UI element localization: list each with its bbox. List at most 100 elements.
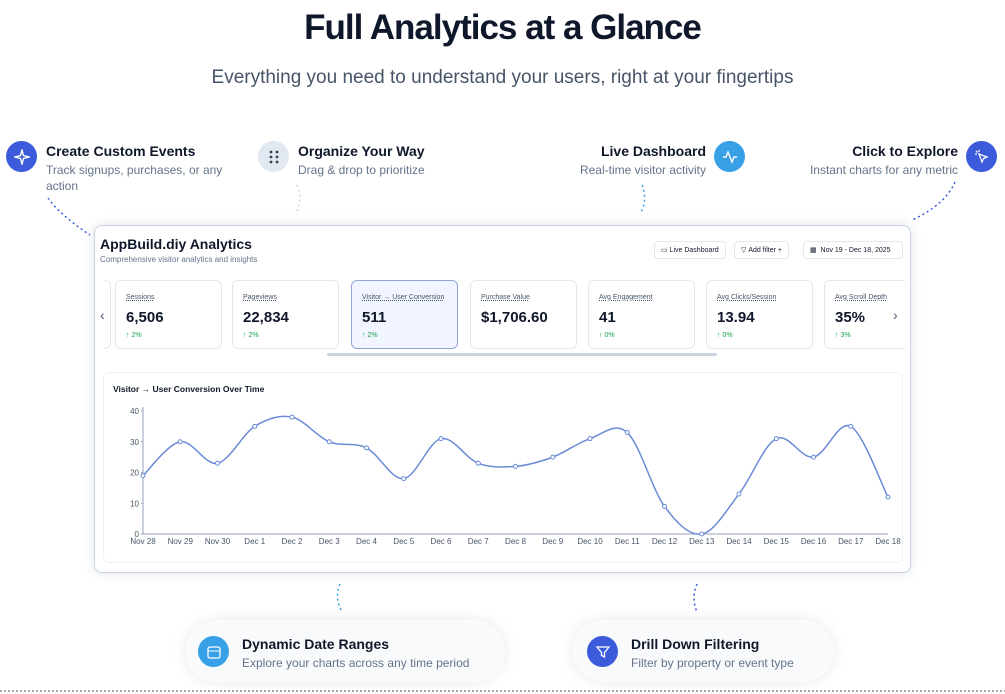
- metric-change: ↑ 2%: [243, 332, 259, 339]
- funnel: [595, 645, 610, 658]
- x-tick-label: Dec 5: [393, 537, 414, 546]
- feature-title: Create Custom Events: [46, 143, 196, 159]
- metric-value: 22,834: [243, 309, 289, 326]
- x-tick-label: Dec 18: [875, 537, 901, 546]
- data-point: [662, 503, 667, 509]
- data-point: [513, 463, 518, 469]
- title: Full Analytics at a Glance: [304, 8, 702, 47]
- data-point: [699, 531, 705, 537]
- feature: Create Custom Events Track signups, purch…: [46, 143, 246, 194]
- x-tick-label: Dec 7: [468, 537, 489, 546]
- y-tick-label: 30: [130, 438, 139, 447]
- x-tick-label: Dec 1: [244, 537, 265, 546]
- y-tick-label: 40: [130, 407, 139, 416]
- y-tick-label: 10: [130, 499, 139, 508]
- metric-card[interactable]: Visitor → User Conversion 511 ↑ 2%: [351, 280, 458, 349]
- data-point: [848, 423, 854, 429]
- x-tick-label: Dec 2: [282, 537, 303, 546]
- filter-button[interactable]: ▽ Add filter +: [734, 241, 789, 259]
- x-tick-label: Dec 11: [615, 537, 640, 546]
- data-point: [364, 445, 369, 451]
- x-tick-label: Nov 28: [130, 537, 156, 546]
- metric-change: ↑ 0%: [717, 332, 733, 339]
- chart-title: Visitor → User Conversion Over Time: [113, 384, 265, 394]
- metric-value: 35%: [835, 309, 866, 326]
- feature-pill: [185, 620, 505, 682]
- calendar: [206, 645, 221, 659]
- x-tick-label: Nov 30: [205, 537, 231, 546]
- grip: [269, 150, 278, 163]
- metric-card[interactable]: Sessions 6,506 ↑ 2%: [115, 280, 222, 349]
- data-point: [811, 454, 816, 460]
- data-point: [885, 494, 891, 500]
- sparkle: [13, 148, 30, 165]
- y-tick-label: 20: [130, 469, 139, 478]
- feature: Live Dashboard Real-time visitor activity: [506, 143, 706, 178]
- dashboard-subtitle: Comprehensive visitor analytics and insi…: [100, 255, 258, 264]
- x-tick-label: Dec 10: [577, 537, 603, 546]
- x-tick-label: Dec 8: [505, 537, 526, 546]
- feature-title: Organize Your Way: [298, 143, 425, 159]
- scroll-right[interactable]: ›: [893, 307, 898, 323]
- x-tick-label: Nov 29: [168, 537, 194, 546]
- data-point: [773, 436, 779, 442]
- metric-label: Pageviews: [243, 294, 277, 301]
- x-tick-label: Dec 9: [542, 537, 563, 546]
- metric-card[interactable]: Avg Engagement 41 ↑ 0%: [588, 280, 695, 349]
- data-point: [624, 430, 630, 436]
- date-button[interactable]: ▦ Nov 19 - Dec 18, 2025: [803, 241, 903, 259]
- feature-title: Drill Down Filtering: [631, 636, 760, 652]
- scroll-left[interactable]: ‹: [100, 307, 105, 323]
- chart-panel: [103, 372, 903, 563]
- feature-desc: Explore your charts across any time peri…: [242, 656, 470, 670]
- data-point: [438, 436, 444, 442]
- x-tick-label: Dec 15: [764, 537, 790, 546]
- button-label: Live Dashboard: [669, 246, 719, 254]
- metric-card[interactable]: Avg Scroll Depth 35% ↑ 3%: [824, 280, 905, 349]
- metric-label: Purchase Value: [481, 294, 530, 301]
- feature-title: Dynamic Date Ranges: [242, 636, 390, 652]
- metric-change: ↑ 3%: [835, 332, 851, 339]
- metric-card[interactable]: Purchase Value $1,706.60: [470, 280, 577, 349]
- metric-value: 13.94: [717, 309, 755, 326]
- data-point: [587, 436, 593, 442]
- feature: Organize Your Way Drag & drop to prioriti…: [298, 143, 498, 178]
- scrollbar: [327, 353, 717, 356]
- data-point: [550, 454, 556, 460]
- feature-desc: Instant charts for any metric: [809, 163, 958, 177]
- metric-label: Avg Scroll Depth: [835, 294, 888, 301]
- metric-card[interactable]: Avg Clicks/Session 13.94 ↑ 0%: [706, 280, 813, 349]
- data-point: [177, 439, 183, 445]
- metric-value: 511: [362, 309, 387, 326]
- data-point: [215, 460, 220, 466]
- x-tick-label: Dec 17: [838, 537, 864, 546]
- x-tick-label: Dec 13: [689, 537, 715, 546]
- x-tick-label: Dec 14: [726, 537, 752, 546]
- data-point: [475, 460, 481, 466]
- live-button[interactable]: ▭ Live Dashboard: [654, 241, 726, 259]
- metrics-row: Sessions 6,506 ↑ 2% Pageviews 22,834 ↑ 2% Visi…: [104, 280, 905, 350]
- feature-desc: Real-time visitor activity: [579, 163, 706, 177]
- x-tick-label: Dec 16: [801, 537, 827, 546]
- x-tick-label: Dec 6: [431, 537, 452, 546]
- x-tick-label: Dec 4: [356, 537, 377, 546]
- feature-icon: [966, 141, 997, 172]
- feature-desc: Filter by property or event type: [631, 656, 794, 670]
- feature: Drill Down Filtering Filter by property o…: [631, 636, 794, 671]
- data-point: [289, 414, 295, 420]
- metric-card[interactable]: Pageviews 22,834 ↑ 2%: [232, 280, 339, 349]
- pulse: [722, 149, 737, 164]
- metric-change: ↑ 2%: [362, 332, 378, 339]
- pointer: [974, 149, 989, 164]
- feature-icon: [6, 141, 37, 172]
- line-series: [142, 415, 889, 535]
- data-point: [401, 476, 407, 482]
- feature-icon: [258, 141, 289, 172]
- feature-title: Click to Explore: [852, 143, 958, 159]
- feature-desc: Drag & drop to prioritize: [298, 163, 425, 177]
- data-point: [326, 439, 332, 445]
- data-point: [736, 491, 742, 497]
